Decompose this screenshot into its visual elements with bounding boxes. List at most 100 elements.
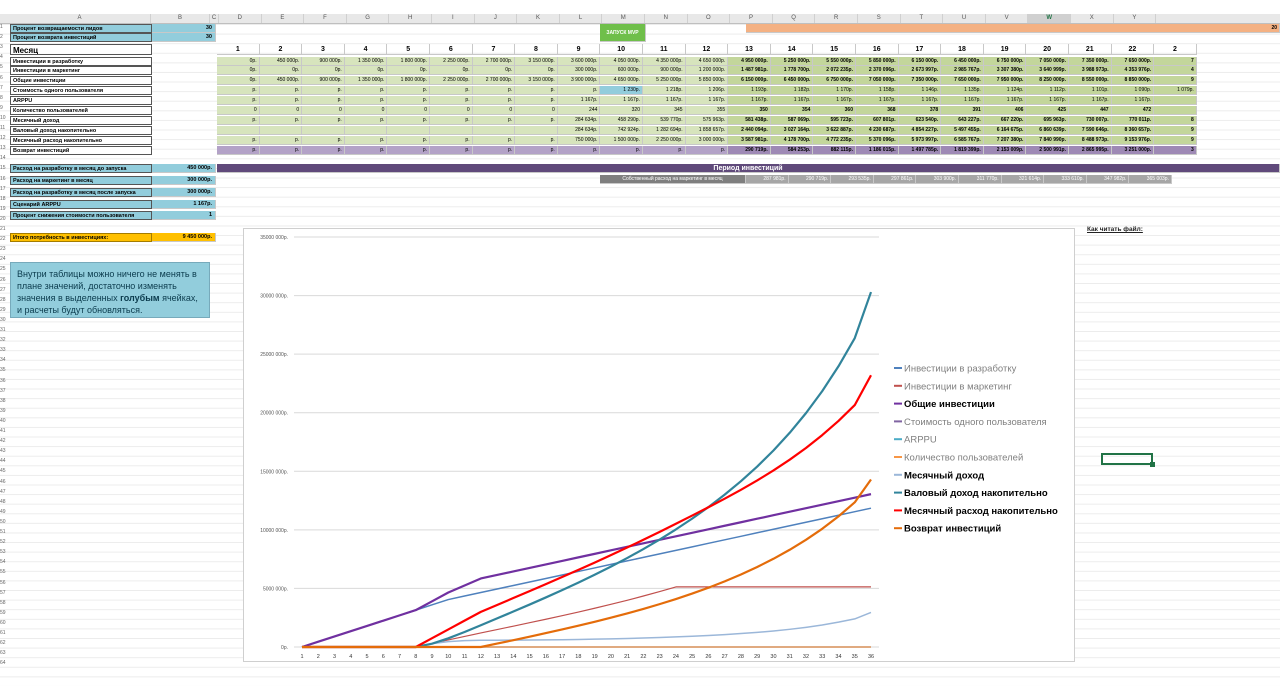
data-cell[interactable]: 6 150 000р. <box>898 57 942 66</box>
row-number[interactable]: 63 <box>0 650 6 657</box>
data-cell[interactable]: 6 860 639р. <box>1026 126 1069 135</box>
data-cell[interactable]: р. <box>302 146 345 155</box>
data-cell[interactable]: 1 167р. <box>898 96 942 105</box>
row-number[interactable]: 53 <box>0 549 6 556</box>
data-cell[interactable]: 6 150 000р. <box>728 76 771 85</box>
data-cell[interactable]: 4 772 235р. <box>813 136 856 145</box>
param-value[interactable]: 450 000р. <box>152 164 216 173</box>
row-number[interactable]: 6 <box>0 74 3 81</box>
data-cell[interactable]: р. <box>600 146 643 155</box>
data-cell[interactable]: р. <box>387 116 430 125</box>
month-header-cell[interactable]: 15 <box>813 44 856 55</box>
row-number[interactable]: 30 <box>0 316 6 323</box>
data-cell[interactable]: 900 000р. <box>302 57 345 66</box>
data-cell[interactable]: 770 011р. <box>1111 116 1155 125</box>
row-number[interactable]: 31 <box>0 327 6 333</box>
row-number[interactable]: 18 <box>0 195 6 202</box>
data-cell[interactable]: 8 250 000р. <box>1026 76 1069 85</box>
data-cell[interactable]: 2 865 995р. <box>1069 146 1112 155</box>
month-header-cell[interactable]: 2 <box>259 44 303 55</box>
month-header-cell[interactable]: 14 <box>770 44 814 55</box>
data-cell[interactable]: р. <box>344 96 388 105</box>
data-cell[interactable]: 1 167р. <box>643 96 686 105</box>
month-header-cell[interactable]: 20 <box>1026 44 1069 55</box>
own-spend-cell[interactable]: 365 003р. <box>1129 175 1172 184</box>
investment-chart[interactable]: 0р. 5000 000р. 10000 000р. 15000 000р. 20000… <box>243 228 1075 662</box>
data-cell[interactable]: 595 723р. <box>813 116 856 125</box>
data-cell[interactable] <box>515 126 558 135</box>
data-cell[interactable]: 742 924р. <box>600 126 643 135</box>
data-cell[interactable]: 8 850 000р. <box>1111 76 1155 85</box>
data-cell[interactable]: 0р. <box>217 57 260 66</box>
row-number[interactable]: 27 <box>0 286 6 293</box>
data-cell[interactable]: 1 112р. <box>1026 86 1069 95</box>
month-header-cell[interactable]: 9 <box>557 44 601 55</box>
data-cell[interactable]: 4 350 000р. <box>643 57 686 66</box>
data-cell[interactable]: 6 750 000р. <box>813 76 856 85</box>
data-cell[interactable] <box>430 126 473 135</box>
row-number[interactable]: 39 <box>0 407 6 414</box>
data-cell[interactable]: 290 719р. <box>728 146 771 155</box>
data-cell[interactable]: 354 <box>770 106 814 115</box>
column-letter-E[interactable]: E <box>262 14 305 23</box>
column-letter-M[interactable]: M <box>602 14 645 23</box>
data-cell[interactable]: р. <box>387 136 430 145</box>
data-cell[interactable]: 4 650 000р. <box>600 76 643 85</box>
data-cell[interactable]: 7 590 646р. <box>1069 126 1112 135</box>
data-cell[interactable]: 7 950 000р. <box>983 76 1027 85</box>
data-cell[interactable]: 1 206р. <box>685 86 729 95</box>
data-cell[interactable]: р. <box>259 86 303 95</box>
month-header-cell[interactable]: 1 <box>217 44 260 55</box>
row-number[interactable]: 21 <box>0 226 6 232</box>
data-cell[interactable]: 584 253р. <box>770 146 814 155</box>
row-number[interactable]: 34 <box>0 357 6 364</box>
data-cell[interactable]: 667 220р. <box>983 116 1027 125</box>
row-number[interactable]: 29 <box>0 306 6 313</box>
data-cell[interactable]: 0 <box>344 106 388 115</box>
data-cell[interactable]: 1 167р. <box>685 96 729 105</box>
data-cell[interactable]: 2 700 000р. <box>472 76 516 85</box>
data-cell[interactable]: р. <box>472 86 516 95</box>
column-letter-X[interactable]: X <box>1071 14 1114 23</box>
data-cell[interactable]: 3 000 000р. <box>685 136 729 145</box>
data-cell[interactable]: 2 250 000р. <box>430 76 473 85</box>
data-cell[interactable]: р. <box>430 146 473 155</box>
data-cell[interactable]: 607 801р. <box>856 116 899 125</box>
data-cell[interactable]: 623 540р. <box>898 116 942 125</box>
data-cell[interactable]: р. <box>430 136 473 145</box>
data-cell[interactable]: 750 000р. <box>557 136 601 145</box>
data-cell[interactable]: 1 167р. <box>728 96 771 105</box>
data-cell[interactable]: р. <box>259 96 303 105</box>
row-number[interactable]: 42 <box>0 438 6 445</box>
row-number[interactable]: 47 <box>0 488 6 495</box>
column-letter-A[interactable]: A <box>9 14 151 23</box>
row-number[interactable]: 36 <box>0 377 6 384</box>
column-letter-U[interactable]: U <box>943 14 986 23</box>
row-number[interactable]: 13 <box>0 145 6 152</box>
data-cell[interactable]: 320 <box>600 106 643 115</box>
row-number[interactable]: 46 <box>0 478 6 485</box>
row-number[interactable]: 28 <box>0 296 6 303</box>
column-letter-Y[interactable]: Y <box>1114 14 1157 23</box>
data-cell[interactable]: р. <box>430 116 473 125</box>
column-letter-K[interactable]: K <box>517 14 560 23</box>
data-cell[interactable]: р. <box>217 86 260 95</box>
data-cell[interactable]: 1 167р. <box>770 96 814 105</box>
row-number[interactable]: 35 <box>0 367 6 374</box>
data-cell[interactable]: р. <box>217 146 260 155</box>
data-cell[interactable]: 7 050 000р. <box>856 76 899 85</box>
data-cell[interactable]: 0 <box>430 106 473 115</box>
row-number[interactable]: 17 <box>0 185 6 192</box>
data-cell[interactable]: 1 167р. <box>983 96 1027 105</box>
row-number[interactable]: 24 <box>0 256 6 263</box>
data-cell[interactable]: 391 <box>941 106 984 115</box>
data-cell[interactable]: 1 167р. <box>856 96 899 105</box>
row-number[interactable]: 58 <box>0 599 6 606</box>
data-cell[interactable]: 2 700 000р. <box>472 57 516 66</box>
data-cell[interactable]: 9 <box>1154 126 1197 135</box>
row-number[interactable]: 52 <box>0 539 6 546</box>
row-number[interactable]: 4 <box>0 54 3 61</box>
column-letter-D[interactable]: D <box>219 14 262 23</box>
data-cell[interactable]: 9 153 976р. <box>1111 136 1155 145</box>
